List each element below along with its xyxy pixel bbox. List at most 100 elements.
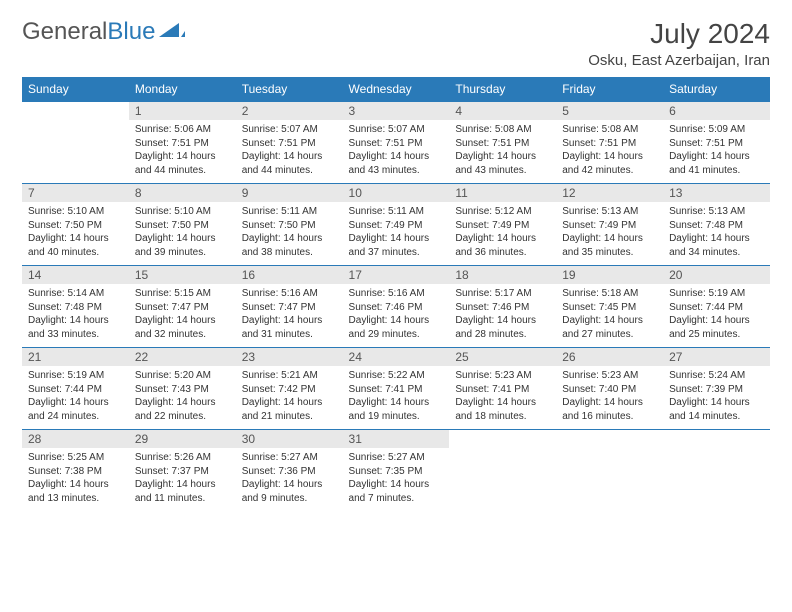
daylight-line: Daylight: 14 hours and 43 minutes. bbox=[349, 151, 430, 176]
calendar-cell: 23Sunrise: 5:21 AMSunset: 7:42 PMDayligh… bbox=[236, 348, 343, 430]
sunset-line: Sunset: 7:51 PM bbox=[669, 138, 743, 149]
daylight-line: Daylight: 14 hours and 28 minutes. bbox=[455, 315, 536, 340]
day-content: Sunrise: 5:18 AMSunset: 7:45 PMDaylight:… bbox=[556, 284, 663, 344]
day-number: 24 bbox=[343, 348, 450, 366]
sunrise-line: Sunrise: 5:13 AM bbox=[562, 206, 638, 217]
sunset-line: Sunset: 7:44 PM bbox=[28, 384, 102, 395]
day-content: Sunrise: 5:25 AMSunset: 7:38 PMDaylight:… bbox=[22, 448, 129, 508]
sunset-line: Sunset: 7:37 PM bbox=[135, 466, 209, 477]
calendar-cell: 11Sunrise: 5:12 AMSunset: 7:49 PMDayligh… bbox=[449, 184, 556, 266]
day-number: 25 bbox=[449, 348, 556, 366]
calendar-cell: 15Sunrise: 5:15 AMSunset: 7:47 PMDayligh… bbox=[129, 266, 236, 348]
daylight-line: Daylight: 14 hours and 21 minutes. bbox=[242, 397, 323, 422]
calendar-body: 1Sunrise: 5:06 AMSunset: 7:51 PMDaylight… bbox=[22, 102, 770, 512]
sunset-line: Sunset: 7:39 PM bbox=[669, 384, 743, 395]
sunrise-line: Sunrise: 5:11 AM bbox=[349, 206, 424, 217]
sunset-line: Sunset: 7:35 PM bbox=[349, 466, 423, 477]
sunrise-line: Sunrise: 5:10 AM bbox=[135, 206, 211, 217]
daylight-line: Daylight: 14 hours and 29 minutes. bbox=[349, 315, 430, 340]
weekday-header: Sunday bbox=[22, 77, 129, 102]
day-number: 12 bbox=[556, 184, 663, 202]
day-number: 14 bbox=[22, 266, 129, 284]
day-content: Sunrise: 5:27 AM Sunset: 7:36 PM Daylight:… bbox=[236, 448, 343, 508]
day-content: Sunrise: 5:17 AMSunset: 7:46 PMDaylight:… bbox=[449, 284, 556, 344]
calendar-cell bbox=[663, 430, 770, 512]
sunrise-line: Sunrise: 5:17 AM bbox=[455, 288, 531, 299]
day-content: Sunrise: 5:19 AMSunset: 7:44 PMDaylight:… bbox=[22, 366, 129, 426]
sunrise-line: Sunrise: 5:27 AM bbox=[349, 452, 425, 463]
day-content: Sunrise: 5:14 AMSunset: 7:48 PMDaylight:… bbox=[22, 284, 129, 344]
day-content: Sunrise: 5:16 AM Sunset: 7:47 PM Daylight:… bbox=[236, 284, 343, 344]
sunset-line: Sunset: 7:51 PM bbox=[349, 138, 423, 149]
day-number: 11 bbox=[449, 184, 556, 202]
sunrise-line: Sunrise: 5:27 AM bbox=[242, 452, 318, 463]
weekday-header: Tuesday bbox=[236, 77, 343, 102]
day-content: Sunrise: 5:12 AMSunset: 7:49 PMDaylight:… bbox=[449, 202, 556, 262]
sunrise-line: Sunrise: 5:07 AM bbox=[349, 124, 425, 135]
day-content: Sunrise: 5:11 AMSunset: 7:49 PMDaylight:… bbox=[343, 202, 450, 262]
day-number: 3 bbox=[343, 102, 450, 120]
calendar-cell: 30 Sunrise: 5:27 AM Sunset: 7:36 PM Dayligh… bbox=[236, 430, 343, 512]
day-number: 21 bbox=[22, 348, 129, 366]
day-number: 31 bbox=[343, 430, 450, 448]
sunset-line: Sunset: 7:51 PM bbox=[455, 138, 529, 149]
daylight-line: Daylight: 14 hours and 40 minutes. bbox=[28, 233, 109, 258]
day-number: 29 bbox=[129, 430, 236, 448]
sunset-line: Sunset: 7:42 PM bbox=[242, 384, 316, 395]
calendar-cell: 21Sunrise: 5:19 AMSunset: 7:44 PMDayligh… bbox=[22, 348, 129, 430]
sunrise-line: Sunrise: 5:24 AM bbox=[669, 370, 745, 381]
daylight-line: Daylight: 14 hours and 25 minutes. bbox=[669, 315, 750, 340]
day-content: Sunrise: 5:21 AM Sunset: 7:42 PM Daylight:… bbox=[236, 366, 343, 426]
daylight-line: Daylight: 14 hours and 27 minutes. bbox=[562, 315, 643, 340]
daylight-line: Daylight: 14 hours and 34 minutes. bbox=[669, 233, 750, 258]
daylight-line: Daylight: 14 hours and 43 minutes. bbox=[455, 151, 536, 176]
sunset-line: Sunset: 7:49 PM bbox=[562, 220, 636, 231]
calendar-cell: 24Sunrise: 5:22 AMSunset: 7:41 PMDayligh… bbox=[343, 348, 450, 430]
sunset-line: Sunset: 7:38 PM bbox=[28, 466, 102, 477]
daylight-line: Daylight: 14 hours and 9 minutes. bbox=[242, 479, 323, 504]
day-number: 15 bbox=[129, 266, 236, 284]
day-number: 16 bbox=[236, 266, 343, 284]
sunrise-line: Sunrise: 5:16 AM bbox=[242, 288, 318, 299]
sunrise-line: Sunrise: 5:19 AM bbox=[669, 288, 745, 299]
daylight-line: Daylight: 14 hours and 31 minutes. bbox=[242, 315, 323, 340]
sunset-line: Sunset: 7:47 PM bbox=[242, 302, 316, 313]
sunset-line: Sunset: 7:36 PM bbox=[242, 466, 316, 477]
day-content: Sunrise: 5:07 AMSunset: 7:51 PMDaylight:… bbox=[236, 120, 343, 180]
day-content: Sunrise: 5:23 AMSunset: 7:41 PMDaylight:… bbox=[449, 366, 556, 426]
day-content: Sunrise: 5:20 AMSunset: 7:43 PMDaylight:… bbox=[129, 366, 236, 426]
logo-text: GeneralBlue bbox=[22, 18, 155, 46]
day-content: Sunrise: 5:19 AMSunset: 7:44 PMDaylight:… bbox=[663, 284, 770, 344]
sunrise-line: Sunrise: 5:08 AM bbox=[455, 124, 531, 135]
daylight-line: Daylight: 14 hours and 11 minutes. bbox=[135, 479, 216, 504]
calendar-cell: 20Sunrise: 5:19 AMSunset: 7:44 PMDayligh… bbox=[663, 266, 770, 348]
day-number: 22 bbox=[129, 348, 236, 366]
calendar-cell: 19Sunrise: 5:18 AMSunset: 7:45 PMDayligh… bbox=[556, 266, 663, 348]
sunset-line: Sunset: 7:48 PM bbox=[669, 220, 743, 231]
calendar-cell: 22Sunrise: 5:20 AMSunset: 7:43 PMDayligh… bbox=[129, 348, 236, 430]
sunrise-line: Sunrise: 5:13 AM bbox=[669, 206, 745, 217]
day-content: Sunrise: 5:06 AMSunset: 7:51 PMDaylight:… bbox=[129, 120, 236, 180]
weekday-header: Wednesday bbox=[343, 77, 450, 102]
day-number: 27 bbox=[663, 348, 770, 366]
daylight-line: Daylight: 14 hours and 16 minutes. bbox=[562, 397, 643, 422]
sunrise-line: Sunrise: 5:23 AM bbox=[455, 370, 531, 381]
sunrise-line: Sunrise: 5:23 AM bbox=[562, 370, 638, 381]
calendar-cell: 18Sunrise: 5:17 AMSunset: 7:46 PMDayligh… bbox=[449, 266, 556, 348]
sunset-line: Sunset: 7:50 PM bbox=[242, 220, 316, 231]
calendar-cell: 1Sunrise: 5:06 AMSunset: 7:51 PMDaylight… bbox=[129, 102, 236, 184]
sunset-line: Sunset: 7:51 PM bbox=[562, 138, 636, 149]
sunrise-line: Sunrise: 5:26 AM bbox=[135, 452, 211, 463]
header: GeneralBlue July 2024 Osku, East Azerbai… bbox=[22, 18, 770, 69]
sunrise-line: Sunrise: 5:21 AM bbox=[242, 370, 318, 381]
sunset-line: Sunset: 7:51 PM bbox=[135, 138, 209, 149]
day-number: 30 bbox=[236, 430, 343, 448]
sunrise-line: Sunrise: 5:19 AM bbox=[28, 370, 104, 381]
sunrise-line: Sunrise: 5:16 AM bbox=[349, 288, 425, 299]
day-content: Sunrise: 5:10 AMSunset: 7:50 PMDaylight:… bbox=[22, 202, 129, 262]
sunrise-line: Sunrise: 5:11 AM bbox=[242, 206, 317, 217]
day-content: Sunrise: 5:27 AMSunset: 7:35 PMDaylight:… bbox=[343, 448, 450, 508]
day-number: 26 bbox=[556, 348, 663, 366]
day-number: 19 bbox=[556, 266, 663, 284]
sunrise-line: Sunrise: 5:18 AM bbox=[562, 288, 638, 299]
